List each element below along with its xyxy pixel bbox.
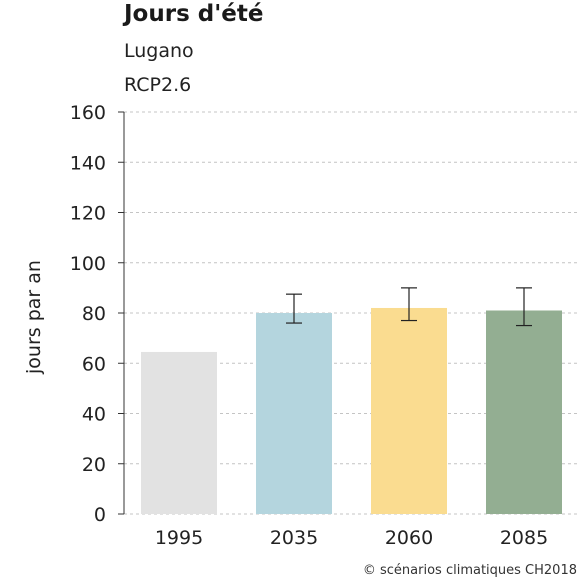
- y-tick-label: 60: [82, 353, 106, 375]
- x-tick-label-2085: 2085: [500, 527, 548, 549]
- x-tick-label-1995: 1995: [155, 527, 203, 549]
- y-tick-label: 80: [82, 303, 106, 325]
- y-tick-label: 20: [82, 454, 106, 476]
- chart-subtitle: Lugano: [124, 40, 194, 62]
- y-tick-label: 40: [82, 404, 106, 426]
- x-tick-label-2035: 2035: [270, 527, 318, 549]
- y-axis-title: jours par an: [23, 260, 45, 375]
- bar-2085: [486, 310, 562, 514]
- bar-2035: [256, 313, 332, 514]
- y-tick-label: 160: [70, 102, 106, 124]
- y-tick-label: 0: [94, 504, 106, 526]
- x-tick-label-2060: 2060: [385, 527, 433, 549]
- chart-scenario: RCP2.6: [124, 74, 192, 96]
- y-tick-label: 140: [70, 152, 106, 174]
- chart-title: Jours d'été: [124, 1, 264, 27]
- bar-2060: [371, 307, 447, 514]
- y-tick-label: 100: [70, 253, 106, 275]
- copyright-note: © scénarios climatiques CH2018: [362, 563, 577, 578]
- bar-1995: [141, 351, 217, 514]
- y-tick-label: 120: [70, 203, 106, 225]
